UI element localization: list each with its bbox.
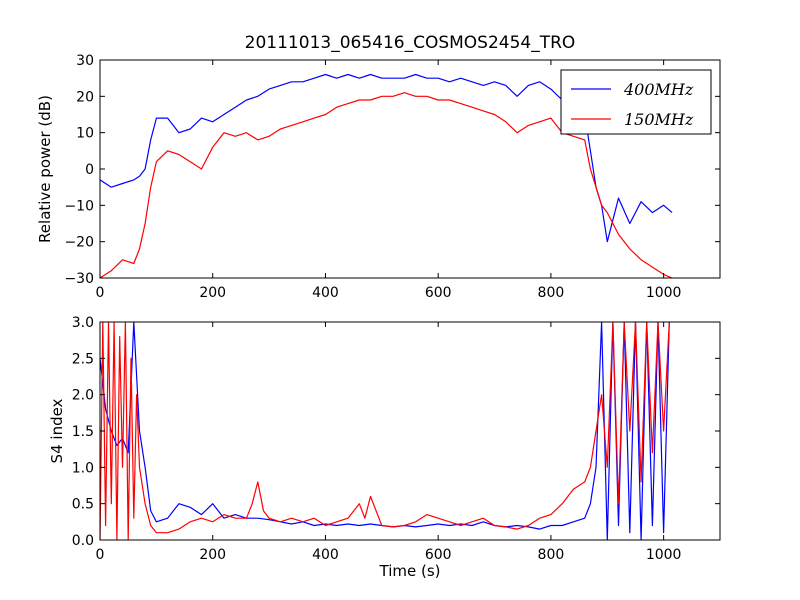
y-tick-label: 1.5 (72, 424, 94, 440)
s4-series-group (100, 322, 670, 540)
x-tick-label: 200 (199, 285, 226, 301)
power-ticks: 0 200 400 600 800 1000 −30 −20 −10 0 10 20 30 (64, 53, 720, 301)
y-tick-label: 2.5 (72, 351, 94, 367)
y-tick-label: −20 (64, 235, 94, 251)
legend-label-150mhz: 150MHz (624, 110, 694, 129)
x-tick-label: 600 (425, 547, 452, 563)
power-y-axis-label: Relative power (dB) (36, 95, 54, 243)
series-line-150mhz (100, 92, 673, 278)
x-axis-label: Time (s) (379, 562, 441, 580)
y-tick-label: 10 (76, 126, 94, 142)
legend-box (560, 69, 712, 135)
x-tick-label: 400 (312, 285, 339, 301)
x-tick-label: 0 (96, 285, 105, 301)
y-tick-label: 1.0 (72, 460, 94, 476)
x-tick-label: 800 (538, 285, 565, 301)
y-tick-label: 0.0 (72, 533, 94, 549)
x-tick-label: 800 (538, 547, 565, 563)
legend-label-400mhz: 400MHz (623, 80, 694, 99)
y-tick-label: −10 (64, 198, 94, 214)
s4-panel: 0 200 400 600 800 1000 0.0 0.5 1.0 1.5 2.0 2.5 3.0 S… (48, 315, 721, 580)
legend: 400MHz 150MHz (560, 69, 712, 135)
x-tick-label: 1000 (646, 285, 682, 301)
y-tick-label: 3.0 (72, 315, 94, 331)
x-tick-label: 1000 (646, 547, 682, 563)
y-tick-label: 0.5 (72, 497, 94, 513)
series-line-150mhz (100, 322, 670, 540)
y-tick-label: 0 (85, 162, 94, 178)
power-series-group (100, 73, 673, 278)
s4-ticks: 0 200 400 600 800 1000 0.0 0.5 1.0 1.5 2.0 2.5 3.0 (72, 315, 720, 563)
y-tick-label: 2.0 (72, 388, 94, 404)
series-line-400mhz (100, 73, 673, 243)
y-tick-label: 30 (76, 53, 94, 69)
s4-y-axis-label: S4 index (48, 398, 66, 463)
chart-title: 20111013_065416_COSMOS2454_TRO (245, 33, 576, 53)
x-tick-label: 200 (199, 547, 226, 563)
y-tick-label: −30 (64, 271, 94, 287)
power-panel: 0 200 400 600 800 1000 −30 −20 −10 0 10 20 30 Relati… (36, 53, 721, 301)
x-tick-label: 0 (96, 547, 105, 563)
y-tick-label: 20 (76, 89, 94, 105)
x-tick-label: 600 (425, 285, 452, 301)
x-tick-label: 400 (312, 547, 339, 563)
